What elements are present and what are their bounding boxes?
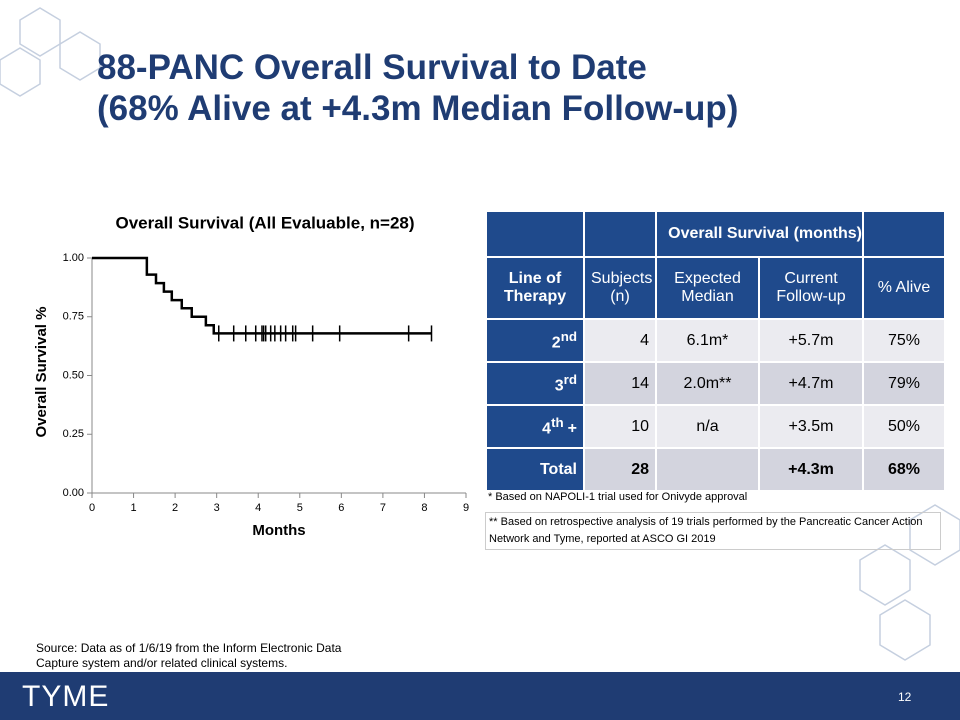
table-row: Total 28 +4.3m 68% <box>485 447 946 492</box>
x-tick-label: 1 <box>130 502 136 514</box>
row-label-text: 3 <box>554 377 564 395</box>
footnote: * Based on NAPOLI-1 trial used for Onivy… <box>488 491 748 503</box>
chart-title: Overall Survival (All Evaluable, n=28) <box>115 213 414 232</box>
row-label: 2nd <box>485 318 585 363</box>
table-cell: +5.7m <box>758 318 864 363</box>
table-row: 2nd 4 6.1m* +5.7m 75% <box>485 318 946 363</box>
x-tick-label: 2 <box>172 502 178 514</box>
survival-curve <box>92 256 432 335</box>
y-tick-label: 0.25 <box>63 428 84 440</box>
slide-subtitle: (68% Alive at +4.3m Median Follow-up) <box>97 89 739 128</box>
table-cell: 79% <box>862 361 946 406</box>
table-cell: 2.0m** <box>655 361 760 406</box>
x-tick-label: 5 <box>297 502 303 514</box>
row-label: Total <box>485 447 585 492</box>
table-cell: 10 <box>583 404 657 449</box>
footnote: ** Based on retrospective analysis of 19… <box>485 512 941 550</box>
x-tick-label: 9 <box>463 502 469 514</box>
header-cell <box>583 210 657 258</box>
row-label-sup: rd <box>563 371 577 387</box>
table-cell: +4.3m <box>758 447 864 492</box>
logo: TYME <box>22 680 110 713</box>
slide-title: 88-PANC Overall Survival to Date <box>97 48 647 87</box>
header-cell <box>862 210 946 258</box>
table-cell: 6.1m* <box>655 318 760 363</box>
row-label-sup: nd <box>560 328 577 344</box>
source-line: Capture system and/or related clinical s… <box>36 656 288 670</box>
survival-table: Overall Survival (months) Line of Therap… <box>485 210 946 492</box>
x-axis-label: Months <box>252 522 305 539</box>
row-label-text: Total <box>539 460 577 478</box>
y-tick-label: 0.00 <box>63 487 84 499</box>
table-row: 4th +10 n/a +3.5m 50% <box>485 404 946 449</box>
table-cell: 50% <box>862 404 946 449</box>
table-cell: +4.7m <box>758 361 864 406</box>
x-tick-label: 7 <box>380 502 386 514</box>
y-tick-label: 1.00 <box>63 252 84 264</box>
x-tick-label: 4 <box>255 502 261 514</box>
x-tick-label: 6 <box>338 502 344 514</box>
table-cell: 28 <box>583 447 657 492</box>
table-cell: 4 <box>583 318 657 363</box>
table-cell: 14 <box>583 361 657 406</box>
table-cell: +3.5m <box>758 404 864 449</box>
header-cell <box>485 210 585 258</box>
y-axis-label: Overall Survival % <box>33 307 50 438</box>
column-header: % Alive <box>862 256 946 320</box>
column-header: Current Follow-up <box>758 256 864 320</box>
y-tick-label: 0.75 <box>63 311 84 323</box>
chart: Overall Survival (All Evaluable, n=28) M… <box>33 213 469 539</box>
column-header: Subjects (n) <box>583 256 657 320</box>
row-label: 4th + <box>485 404 585 449</box>
row-label-text: 2 <box>551 334 561 352</box>
row-label: 3rd <box>485 361 585 406</box>
table-cell: 68% <box>862 447 946 492</box>
page-number: 12 <box>898 690 912 704</box>
column-header: Expected Median <box>655 256 760 320</box>
table-cell: 75% <box>862 318 946 363</box>
table-cell <box>655 447 760 492</box>
y-tick-label: 0.50 <box>63 369 84 381</box>
column-header: Line of Therapy <box>485 256 585 320</box>
row-label-sup: th <box>551 414 564 430</box>
row-label-suffix: + <box>567 420 577 438</box>
source-line: Source: Data as of 1/6/19 from the Infor… <box>36 641 342 655</box>
footer-bar <box>0 672 960 720</box>
x-tick-label: 0 <box>89 502 95 514</box>
table-row: 3rd 14 2.0m** +4.7m 79% <box>485 361 946 406</box>
source-note: Source: Data as of 1/6/19 from the Infor… <box>36 641 341 671</box>
x-tick-label: 3 <box>214 502 220 514</box>
group-header: Overall Survival (months) <box>655 210 864 258</box>
row-label-text: 4 <box>542 420 552 438</box>
table-cell: n/a <box>655 404 760 449</box>
x-tick-label: 8 <box>421 502 427 514</box>
